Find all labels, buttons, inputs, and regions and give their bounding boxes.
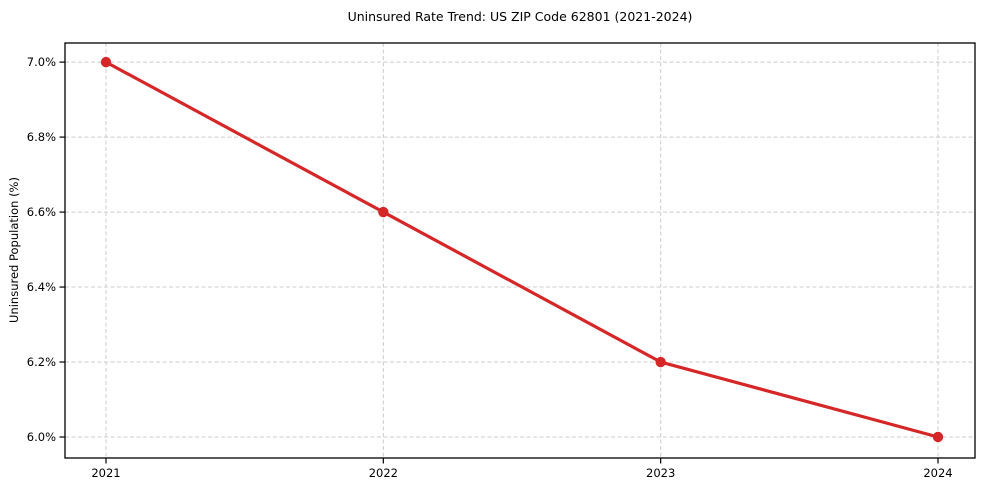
y-tick-label: 6.6% (27, 205, 56, 219)
data-point-2023 (655, 356, 666, 368)
y-tick-label: 6.8% (27, 130, 56, 144)
x-tick-label: 2022 (369, 466, 398, 480)
plot-border (64, 42, 976, 459)
trend-line (104, 60, 940, 439)
data-point-2022 (378, 206, 389, 218)
data-point-2024 (932, 431, 944, 443)
y-tick-label: 6.0% (27, 430, 56, 444)
y-tick-label: 6.4% (27, 280, 56, 294)
y-tick-label: 7.0% (27, 55, 56, 69)
chart-title: Uninsured Rate Trend: US ZIP Code 62801 … (347, 9, 693, 24)
y-tick-label: 6.2% (27, 355, 56, 369)
x-tick-label: 2021 (91, 466, 120, 480)
data-point-2021 (100, 56, 112, 68)
x-tick-label: 2023 (646, 466, 675, 480)
x-tick-label: 2024 (923, 466, 952, 480)
